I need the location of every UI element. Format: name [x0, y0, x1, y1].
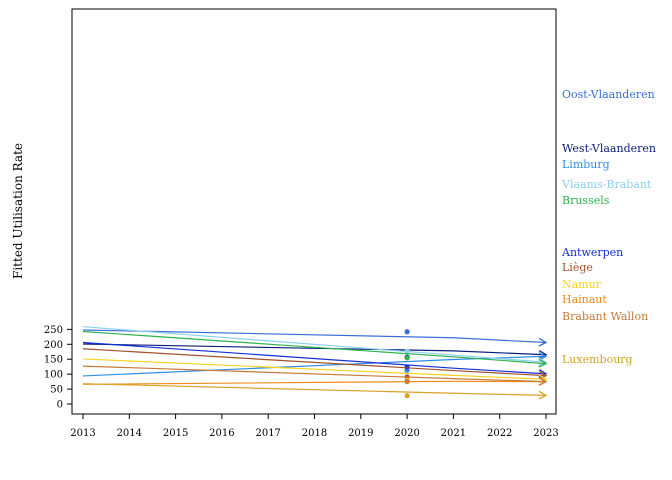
y-tick-label: 100 — [44, 370, 63, 381]
x-tick-label: 2023 — [533, 428, 558, 439]
series-line-5 — [82, 341, 547, 375]
series-arrowhead-1 — [538, 350, 548, 359]
series-label-8: Hainaut — [562, 293, 607, 306]
series-label-1: West-Vlaanderen — [562, 142, 656, 155]
y-tick-label: 0 — [57, 400, 63, 411]
series-line-4 — [82, 330, 547, 365]
series-line-7 — [82, 358, 547, 380]
series-point-10 — [404, 393, 410, 399]
series-label-6: Liège — [562, 261, 593, 274]
series-line-10 — [82, 383, 547, 396]
series-label-10: Luxembourg — [562, 353, 633, 366]
series-line-2 — [82, 355, 547, 377]
series-line-0 — [82, 329, 547, 344]
series-arrowhead-6 — [538, 370, 548, 380]
series-line-8 — [82, 380, 547, 385]
series-layer — [82, 326, 548, 400]
series-point-0 — [404, 329, 410, 335]
x-axis: 2013 2014 2015 2016 2017 2018 2019 2020 2021 2022… — [70, 414, 559, 439]
x-tick-label: 2019 — [348, 428, 373, 439]
series-label-3: Vlaams-Brabant — [561, 178, 652, 191]
x-tick-label: 2022 — [487, 428, 512, 439]
series-label-0: Oost-Vlaanderen — [562, 88, 655, 101]
series-label-5: Antwerpen — [561, 246, 623, 259]
y-axis-title: Fitted Utilisation Rate — [11, 143, 25, 279]
y-axis: 0 50 100 150 200 250 — [44, 325, 72, 411]
x-tick-label: 2015 — [163, 428, 188, 439]
series-label-4: Brussels — [562, 194, 610, 207]
series-arrowhead-3 — [538, 357, 548, 367]
y-tick-label: 150 — [44, 355, 63, 366]
series-point-3 — [404, 348, 410, 354]
series-arrowhead-9 — [538, 376, 548, 386]
series-line-3 — [82, 326, 547, 363]
series-arrowhead-0 — [538, 337, 548, 347]
plot-frame — [71, 8, 557, 415]
x-tick-label: 2020 — [394, 428, 419, 439]
series-line-9 — [82, 365, 547, 383]
series-point-4 — [404, 355, 410, 361]
x-tick-label: 2021 — [441, 428, 466, 439]
series-label-2: Limburg — [562, 158, 610, 171]
y-tick-label: 250 — [44, 325, 63, 336]
series-labels: Oost-Vlaanderen West-Vlaanderen Limburg Vla… — [561, 88, 656, 366]
y-tick-label: 50 — [50, 385, 63, 396]
x-tick-label: 2018 — [302, 428, 327, 439]
series-point-9 — [404, 378, 410, 384]
x-tick-label: 2017 — [255, 428, 280, 439]
series-arrowhead-4 — [538, 358, 548, 368]
series-line-6 — [82, 348, 547, 377]
series-label-7: Namur — [562, 278, 602, 291]
series-arrowhead-10 — [538, 390, 548, 400]
series-label-9: Brabant Wallon — [562, 310, 648, 323]
x-tick-label: 2016 — [209, 428, 234, 439]
x-tick-label: 2014 — [117, 428, 142, 439]
series-line-1 — [82, 343, 547, 356]
series-point-5 — [404, 364, 410, 370]
y-tick-label: 200 — [44, 340, 63, 351]
x-tick-label: 2013 — [70, 428, 95, 439]
